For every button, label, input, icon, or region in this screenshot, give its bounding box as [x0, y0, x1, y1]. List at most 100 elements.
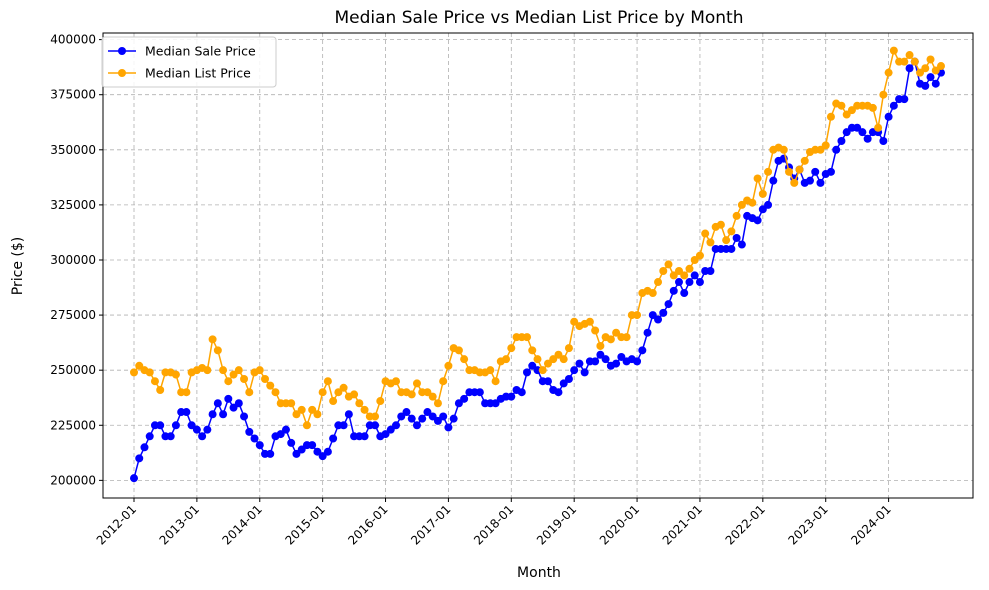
- data-point: [187, 421, 196, 430]
- data-point: [224, 394, 233, 403]
- data-point: [674, 267, 683, 276]
- data-point: [674, 278, 683, 287]
- data-point: [203, 425, 212, 434]
- chart-title: Median Sale Price vs Median List Price b…: [335, 8, 744, 28]
- data-point: [486, 366, 495, 375]
- data-point: [287, 399, 296, 408]
- data-point: [785, 167, 794, 176]
- data-point: [292, 410, 301, 419]
- data-point: [130, 474, 138, 483]
- data-point: [229, 370, 238, 379]
- data-point: [491, 399, 500, 408]
- data-point: [591, 357, 600, 366]
- x-tick-label: 2018-01: [471, 502, 516, 547]
- x-tick-label: 2015-01: [282, 502, 327, 547]
- data-point: [329, 434, 338, 443]
- data-point: [900, 57, 909, 66]
- data-point: [523, 333, 532, 342]
- plot-frame: [102, 32, 974, 499]
- data-point: [454, 346, 463, 355]
- data-point: [559, 379, 568, 388]
- data-point: [617, 352, 626, 361]
- data-point: [680, 271, 689, 280]
- legend-marker-list: [118, 69, 126, 77]
- data-point: [737, 240, 746, 249]
- data-point: [543, 359, 552, 368]
- data-point: [669, 271, 678, 280]
- y-tick-label: 200000: [50, 473, 96, 487]
- data-point: [580, 368, 589, 377]
- legend: Median Sale Price Median List Price: [101, 36, 277, 88]
- data-point: [570, 317, 579, 326]
- data-point: [805, 176, 814, 185]
- data-point: [585, 317, 594, 326]
- data-point: [591, 326, 600, 335]
- data-point: [418, 414, 427, 423]
- data-point: [439, 412, 448, 421]
- x-tick-label: 2020-01: [597, 502, 642, 547]
- data-point: [475, 388, 484, 397]
- data-point: [937, 62, 945, 71]
- data-point: [444, 423, 453, 432]
- data-point: [790, 178, 799, 187]
- data-point: [460, 394, 469, 403]
- data-point: [219, 366, 228, 375]
- data-point: [889, 46, 898, 55]
- x-tick-label: 2013-01: [157, 502, 202, 547]
- data-point: [664, 300, 673, 309]
- data-point: [308, 441, 317, 450]
- data-point: [150, 377, 159, 386]
- series-line: [133, 60, 942, 479]
- data-point: [376, 397, 385, 406]
- data-point: [135, 361, 144, 370]
- data-point: [407, 390, 416, 399]
- data-point: [680, 289, 689, 298]
- data-point: [287, 438, 296, 447]
- data-point: [905, 64, 914, 73]
- data-point: [297, 445, 306, 454]
- legend-box: [101, 36, 277, 88]
- data-point: [753, 174, 762, 183]
- data-point: [779, 145, 788, 154]
- data-point: [853, 123, 862, 132]
- data-point: [727, 227, 736, 236]
- data-point: [847, 106, 856, 115]
- x-tick-label: 2017-01: [408, 502, 453, 547]
- data-point: [281, 425, 290, 434]
- data-point: [502, 355, 511, 364]
- data-point: [397, 412, 406, 421]
- data-point: [889, 101, 898, 110]
- data-point: [213, 346, 222, 355]
- data-point: [695, 251, 704, 260]
- data-point: [706, 238, 715, 247]
- data-point: [145, 432, 154, 441]
- data-point: [433, 416, 442, 425]
- data-point: [638, 346, 647, 355]
- data-point: [371, 421, 380, 430]
- x-tick-label: 2016-01: [345, 502, 390, 547]
- y-tick-label: 375000: [50, 88, 96, 102]
- data-point: [612, 328, 621, 337]
- data-point: [166, 432, 175, 441]
- series-median-list-price: [130, 46, 945, 430]
- data-point: [685, 278, 694, 287]
- data-point: [837, 101, 846, 110]
- legend-label-list: Median List Price: [145, 66, 251, 81]
- data-point: [643, 328, 652, 337]
- data-point: [507, 344, 516, 353]
- data-point: [261, 375, 270, 383]
- data-point: [135, 454, 144, 463]
- data-point: [392, 377, 401, 386]
- data-point: [879, 90, 888, 99]
- data-point: [716, 220, 725, 229]
- data-point: [612, 359, 621, 368]
- data-point: [198, 432, 207, 441]
- data-point: [313, 410, 322, 419]
- data-point: [234, 399, 243, 408]
- data-point: [219, 410, 228, 419]
- data-point: [240, 412, 249, 421]
- data-point: [816, 145, 825, 154]
- data-point: [323, 447, 332, 456]
- data-point: [832, 145, 841, 154]
